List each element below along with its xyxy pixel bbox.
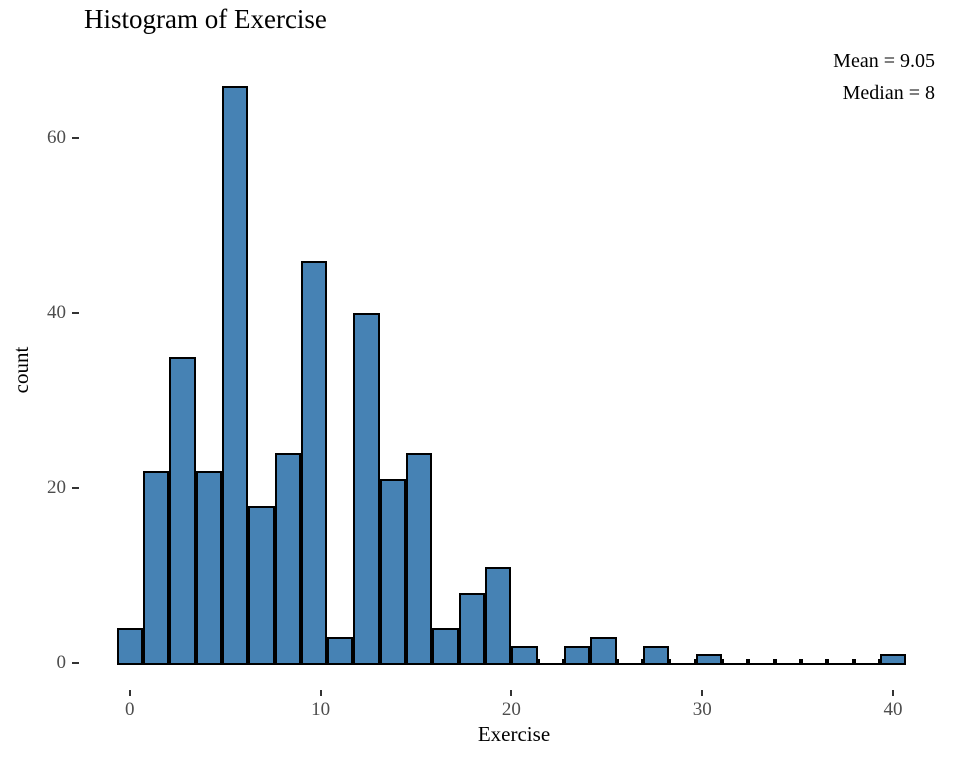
- x-tick: [510, 690, 513, 696]
- histogram-bar: [142, 470, 170, 665]
- chart-title: Histogram of Exercise: [84, 4, 327, 34]
- histogram-bar: [695, 654, 722, 665]
- histogram-bar: [879, 654, 907, 665]
- x-tick: [892, 690, 894, 696]
- y-tick-label: 60: [47, 127, 66, 148]
- histogram-bar-zero: [721, 659, 749, 665]
- histogram-bar: [327, 636, 354, 665]
- x-tick-label: 0: [125, 699, 135, 720]
- y-tick: [72, 487, 79, 489]
- x-tick: [701, 690, 704, 696]
- histogram-bar-zero: [669, 659, 696, 665]
- histogram-bar: [300, 260, 328, 665]
- histogram-bar: [406, 453, 433, 665]
- histogram-bar: [353, 313, 380, 665]
- histogram-bar: [432, 628, 459, 665]
- histogram-bar: [274, 453, 301, 665]
- histogram-bar: [169, 356, 196, 665]
- histogram-bar: [590, 636, 617, 665]
- histogram-bar-zero: [537, 659, 565, 665]
- x-tick-label: 20: [501, 699, 521, 720]
- histogram-bar: [485, 566, 512, 665]
- x-axis-label: Exercise: [477, 722, 551, 746]
- y-tick-label: 0: [56, 652, 67, 673]
- histogram-bar-zero: [853, 659, 880, 665]
- histogram-bar-zero: [827, 659, 854, 665]
- annotation-mean: Mean = 9.05: [833, 50, 935, 72]
- histogram-bar: [221, 85, 249, 665]
- y-tick: [72, 137, 79, 139]
- histogram-bar: [195, 470, 222, 665]
- x-tick-label: 30: [692, 699, 712, 720]
- x-tick: [319, 690, 322, 696]
- histogram-bar-zero: [748, 659, 775, 665]
- y-tick: [72, 662, 79, 664]
- histogram-bar-zero: [800, 659, 828, 665]
- y-tick-label: 40: [47, 302, 66, 323]
- x-tick: [128, 690, 131, 696]
- histogram-bar-zero: [616, 659, 643, 665]
- histogram-bar: [379, 479, 407, 665]
- histogram-bar: [511, 645, 538, 665]
- y-tick: [72, 312, 79, 314]
- histogram-bar: [116, 628, 143, 665]
- annotation-median: Median = 8: [842, 82, 935, 104]
- histogram-bar: [564, 645, 591, 665]
- x-tick-label: 40: [883, 699, 903, 720]
- x-tick-label: 10: [311, 699, 331, 720]
- histogram-bar: [642, 645, 670, 665]
- histogram-bar-zero: [774, 659, 801, 665]
- histogram-bar: [458, 593, 486, 665]
- histogram-bar: [248, 505, 275, 665]
- y-tick-label: 20: [47, 477, 66, 498]
